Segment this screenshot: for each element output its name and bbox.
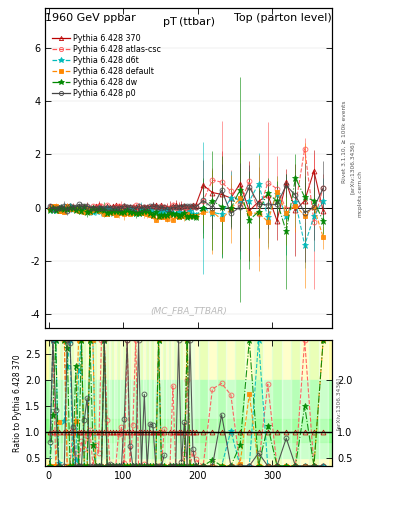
Bar — [54, 340, 57, 466]
Bar — [137, 340, 140, 466]
Bar — [143, 340, 146, 466]
Bar — [163, 340, 166, 466]
Bar — [180, 340, 183, 466]
Text: Top (parton level): Top (parton level) — [234, 13, 332, 23]
Bar — [129, 340, 131, 466]
Bar — [117, 340, 120, 466]
Bar — [63, 340, 66, 466]
Bar — [300, 340, 309, 466]
Y-axis label: Ratio to Pythia 6.428 370: Ratio to Pythia 6.428 370 — [13, 354, 22, 452]
Text: [arXiv:1306.3436]: [arXiv:1306.3436] — [336, 377, 341, 430]
Bar — [272, 340, 282, 466]
Bar — [100, 340, 103, 466]
Bar — [198, 340, 208, 466]
Bar — [309, 340, 319, 466]
Bar — [112, 340, 114, 466]
Bar — [66, 340, 69, 466]
Bar — [60, 340, 63, 466]
Bar — [97, 340, 100, 466]
Bar — [49, 340, 51, 466]
Bar — [291, 340, 300, 466]
Legend: Pythia 6.428 370, Pythia 6.428 atlas-csc, Pythia 6.428 d6t, Pythia 6.428 default: Pythia 6.428 370, Pythia 6.428 atlas-csc… — [52, 34, 161, 98]
Bar — [154, 340, 157, 466]
Bar — [191, 340, 194, 466]
Bar — [166, 340, 169, 466]
Bar — [149, 340, 151, 466]
Bar — [217, 340, 226, 466]
Bar — [169, 340, 171, 466]
Bar — [103, 340, 106, 466]
Bar — [72, 340, 74, 466]
Bar — [69, 340, 72, 466]
Bar — [226, 340, 235, 466]
Bar — [208, 340, 217, 466]
Bar — [171, 340, 174, 466]
Bar — [151, 340, 154, 466]
Bar — [183, 340, 186, 466]
Bar — [140, 340, 143, 466]
Bar — [108, 340, 112, 466]
Bar — [319, 340, 328, 466]
Bar — [92, 340, 94, 466]
Bar — [186, 340, 189, 466]
Text: mcplots.cern.ch: mcplots.cern.ch — [358, 170, 363, 217]
Bar — [245, 340, 254, 466]
Bar — [83, 340, 86, 466]
Bar — [134, 340, 137, 466]
Text: 1960 GeV ppbar: 1960 GeV ppbar — [45, 13, 136, 23]
Bar — [146, 340, 149, 466]
Bar — [157, 340, 160, 466]
Bar — [263, 340, 272, 466]
Text: [arXiv:1306.3436]: [arXiv:1306.3436] — [350, 141, 355, 194]
Bar — [77, 340, 80, 466]
Bar — [106, 340, 108, 466]
Bar — [57, 340, 60, 466]
Bar — [254, 340, 263, 466]
Bar — [192, 340, 199, 466]
Bar — [174, 340, 177, 466]
Bar — [94, 340, 97, 466]
Bar — [177, 340, 180, 466]
Text: pT (ttbar): pT (ttbar) — [163, 17, 215, 27]
Bar — [160, 340, 163, 466]
Text: Rivet 3.1.10, ≥ 100k events: Rivet 3.1.10, ≥ 100k events — [342, 101, 347, 183]
Bar — [131, 340, 134, 466]
Bar — [80, 340, 83, 466]
Bar — [123, 340, 126, 466]
Bar — [282, 340, 291, 466]
Bar — [189, 340, 191, 466]
Bar — [74, 340, 77, 466]
Bar — [126, 340, 129, 466]
Bar — [86, 340, 88, 466]
Text: (MC_FBA_TTBAR): (MC_FBA_TTBAR) — [150, 306, 227, 315]
Bar — [120, 340, 123, 466]
Bar — [88, 340, 92, 466]
Bar — [51, 340, 54, 466]
Bar — [235, 340, 245, 466]
Bar — [114, 340, 117, 466]
